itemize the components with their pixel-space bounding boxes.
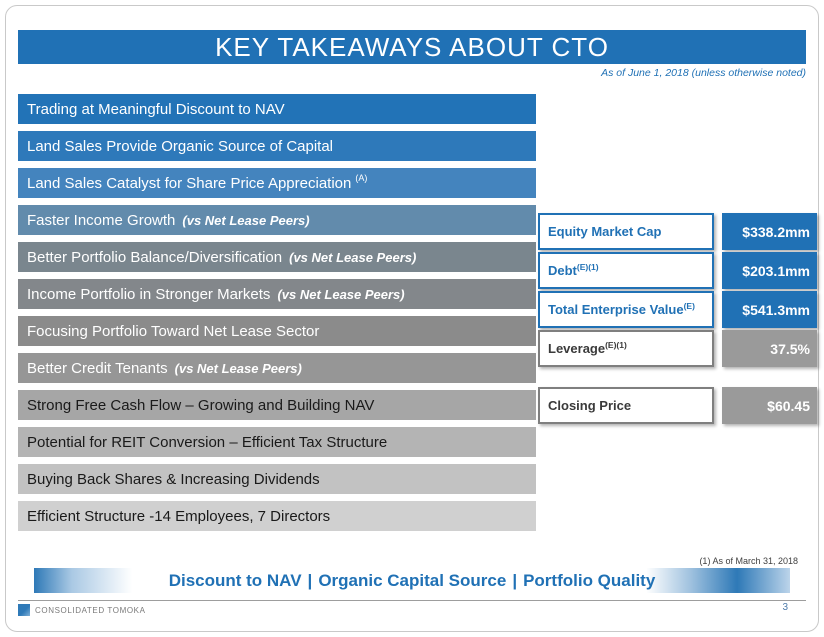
metric-label: Debt (E)(1) [538, 252, 714, 289]
takeaway-bar: Buying Back Shares & Increasing Dividend… [18, 464, 536, 494]
takeaway-qualifier: (vs Net Lease Peers) [174, 360, 302, 376]
takeaway-bar: Trading at Meaningful Discount to NAV [18, 94, 536, 124]
metric-row: Debt (E)(1) $203.1mm [538, 252, 817, 289]
metric-value: 37.5% [722, 330, 817, 367]
metric-label-text: Debt [548, 263, 577, 278]
metric-label-superscript: (E)(1) [576, 261, 599, 272]
metric-value: $203.1mm [722, 252, 817, 289]
takeaway-text: Income Portfolio in Stronger Markets [27, 285, 271, 303]
takeaway-text: Efficient Structure -14 Employees, 7 Dir… [27, 507, 331, 525]
metric-value: $60.45 [722, 387, 817, 424]
takeaway-text: Better Portfolio Balance/Diversification [27, 248, 283, 266]
takeaway-bar: Better Credit Tenants (vs Net Lease Peers… [18, 353, 536, 383]
as-of-note: As of June 1, 2018 (unless otherwise not… [601, 67, 806, 79]
takeaway-text: Focusing Portfolio Toward Net Lease Sect… [27, 322, 320, 340]
summary-banner: Discount to NAV | Organic Capital Source | P… [34, 568, 790, 593]
company-name: CONSOLIDATED TOMOKA [35, 606, 146, 615]
metric-label-text: Leverage [548, 341, 606, 356]
metric-value: $338.2mm [722, 213, 817, 250]
metric-label-text: Total Enterprise Value [548, 302, 684, 317]
takeaway-bar: Land Sales Catalyst for Share Price Appr… [18, 168, 536, 198]
metrics-panel: Equity Market Cap $338.2mm Debt (E)(1) $2… [538, 213, 817, 424]
takeaway-bar: Income Portfolio in Stronger Markets (vs … [18, 279, 536, 309]
takeaway-superscript: (A) [355, 173, 368, 183]
banner-separator: | [307, 570, 313, 590]
banner-item: Portfolio Quality [523, 570, 656, 590]
metric-label: Closing Price [538, 387, 714, 424]
takeaway-qualifier: (vs Net Lease Peers) [182, 212, 310, 228]
takeaway-text: Strong Free Cash Flow – Growing and Buil… [27, 396, 375, 414]
footnote: (1) As of March 31, 2018 [699, 556, 798, 566]
metric-row: Closing Price $60.45 [538, 387, 817, 424]
metric-label: Equity Market Cap [538, 213, 714, 250]
banner-item: Discount to NAV [168, 570, 302, 590]
banner-separator: | [512, 570, 518, 590]
metric-label-text: Closing Price [548, 398, 632, 413]
banner-item: Organic Capital Source [318, 570, 507, 590]
takeaway-bar: Strong Free Cash Flow – Growing and Buil… [18, 390, 536, 420]
metric-row: Leverage (E)(1) 37.5% [538, 330, 817, 367]
metric-label: Total Enterprise Value (E) [538, 291, 714, 328]
metric-label-text: Equity Market Cap [548, 224, 662, 239]
company-logo-icon [18, 604, 30, 616]
takeaway-text: Trading at Meaningful Discount to NAV [27, 100, 285, 118]
takeaway-text: Faster Income Growth [27, 211, 176, 229]
takeaway-bar: Potential for REIT Conversion – Efficien… [18, 427, 536, 457]
takeaway-bar: Faster Income Growth (vs Net Lease Peers) [18, 205, 536, 235]
takeaway-bar: Land Sales Provide Organic Source of Cap… [18, 131, 536, 161]
summary-banner-text: Discount to NAV | Organic Capital Source | P… [169, 571, 656, 591]
metric-value: $541.3mm [722, 291, 817, 328]
metric-label-superscript: (E)(1) [605, 339, 627, 350]
metric-row: Total Enterprise Value (E) $541.3mm [538, 291, 817, 328]
metric-row: Equity Market Cap $338.2mm [538, 213, 817, 250]
takeaway-text: Land Sales Provide Organic Source of Cap… [27, 137, 334, 155]
page-title: KEY TAKEAWAYS ABOUT CTO [215, 31, 609, 62]
metric-label-superscript: (E) [683, 300, 695, 311]
takeaway-text: Buying Back Shares & Increasing Dividend… [27, 470, 320, 488]
takeaway-bar: Focusing Portfolio Toward Net Lease Sect… [18, 316, 536, 346]
metric-label: Leverage (E)(1) [538, 330, 714, 367]
footer-divider [18, 600, 806, 601]
takeaway-qualifier: (vs Net Lease Peers) [277, 286, 405, 302]
takeaways-list: Trading at Meaningful Discount to NAV La… [18, 94, 536, 531]
takeaway-bar: Efficient Structure -14 Employees, 7 Dir… [18, 501, 536, 531]
title-bar: KEY TAKEAWAYS ABOUT CTO [18, 30, 806, 64]
page-number: 3 [782, 602, 788, 613]
takeaway-text: Land Sales Catalyst for Share Price Appr… [27, 174, 352, 192]
takeaway-text: Better Credit Tenants [27, 359, 168, 377]
takeaway-qualifier: (vs Net Lease Peers) [289, 249, 417, 265]
takeaway-text: Potential for REIT Conversion – Efficien… [27, 433, 388, 451]
takeaway-bar: Better Portfolio Balance/Diversification… [18, 242, 536, 272]
